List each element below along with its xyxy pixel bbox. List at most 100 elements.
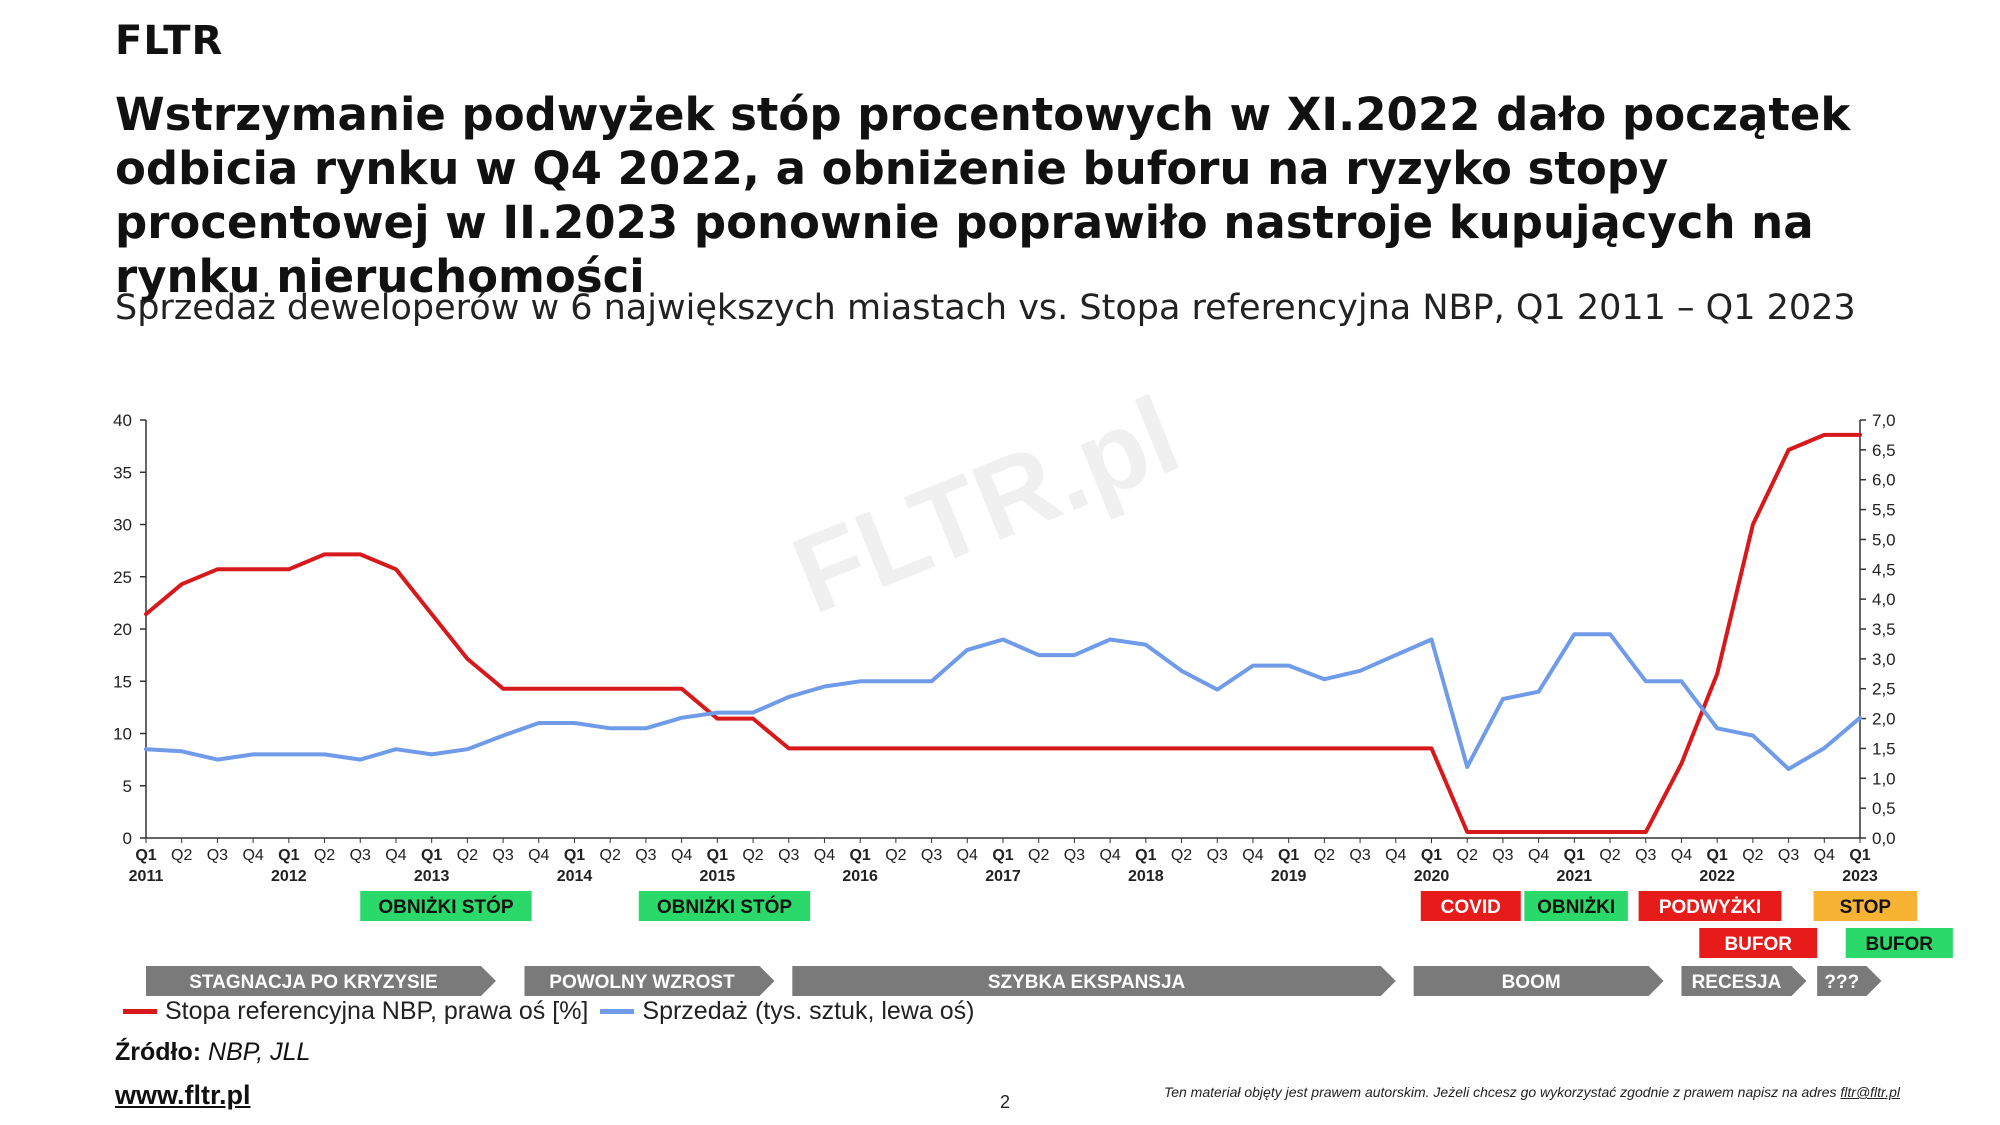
x-year-label: 2016 (842, 868, 878, 885)
x-tick-label: Q1 (707, 847, 728, 864)
x-axis-labels: Q1 2011 Q2 Q3 Q4 Q1 2012 Q2 Q3 Q4 Q1 2013 Q2 Q3 Q4 Q1 20… (129, 838, 1878, 885)
x-tick-label: Q1 (1706, 847, 1727, 864)
email-link[interactable]: fltr@fltr.pl (1840, 1084, 1900, 1100)
event-tag-label: PODWYŻKI (1659, 897, 1761, 918)
x-tick-label: Q4 (1099, 847, 1120, 864)
x-tick-label: Q3 (635, 847, 656, 864)
event-tag-label: BUFOR (1724, 934, 1792, 955)
y-left-tick-label: 35 (113, 463, 132, 482)
x-tick-label: Q2 (1599, 847, 1620, 864)
chart-subtitle: Sprzedaż deweloperów w 6 największych mi… (115, 288, 1856, 328)
chart: FLTR.pl 0 5 10 15 20 25 30 35 40 0,0 0,5 1,0 1,5 2,0 2… (113, 373, 1953, 996)
source-value: NBP, JLL (208, 1038, 311, 1066)
y-right-tick-label: 6,5 (1872, 441, 1896, 460)
x-tick-label: Q4 (671, 847, 692, 864)
phase-arrow (524, 966, 775, 996)
y-right-tick-label: 7,0 (1872, 411, 1896, 430)
x-tick-label: Q1 (1564, 847, 1585, 864)
x-tick-label: Q4 (1814, 847, 1835, 864)
phase-arrow (1817, 966, 1882, 996)
x-tick-label: Q1 (849, 847, 870, 864)
phase-label: POWOLNY WZROST (549, 972, 735, 993)
event-tag-label: STOP (1840, 897, 1892, 918)
x-tick-label: Q2 (457, 847, 478, 864)
y-left-tick-label: 30 (113, 516, 132, 535)
phase-label: BOOM (1502, 972, 1561, 993)
x-year-label: 2018 (1128, 868, 1164, 885)
x-tick-label: Q3 (1778, 847, 1799, 864)
phase-arrow (792, 966, 1396, 996)
x-tick-label: Q1 (135, 847, 156, 864)
y-left-tick-label: 20 (113, 620, 132, 639)
x-tick-label: Q1 (1135, 847, 1156, 864)
x-year-label: 2011 (129, 868, 164, 885)
x-tick-label: Q2 (1171, 847, 1192, 864)
brand-logo: FLTR (115, 18, 224, 64)
phase-arrow (146, 966, 496, 996)
copyright-note: Ten materiał objęty jest prawem autorski… (1164, 1084, 1900, 1100)
event-tag (1638, 891, 1782, 921)
y-left-tick-label: 15 (113, 672, 132, 691)
x-tick-label: Q1 (564, 847, 585, 864)
x-tick-label: Q3 (1207, 847, 1228, 864)
x-tick-label: Q3 (1635, 847, 1656, 864)
event-tag-label: OBNIŻKI (1537, 897, 1615, 918)
y-right-tick-label: 2,0 (1872, 710, 1896, 729)
event-tag-label: COVID (1441, 897, 1501, 918)
phase-label: ??? (1824, 972, 1859, 993)
x-tick-label: Q4 (957, 847, 978, 864)
y-right-tick-label: 4,5 (1872, 560, 1896, 579)
x-year-label: 2017 (985, 868, 1021, 885)
x-tick-label: Q2 (1742, 847, 1763, 864)
event-tag (360, 891, 532, 921)
event-tag-label: OBNIŻKI STÓP (657, 896, 792, 918)
y-right-tick-label: 3,5 (1872, 620, 1896, 639)
phase-arrow (1413, 966, 1664, 996)
y-right-tick-label: 0,0 (1872, 829, 1896, 848)
x-year-label: 2021 (1557, 868, 1593, 885)
phase-arrows: STAGNACJA PO KRYZYSIE POWOLNY WZROST SZYBK… (146, 966, 1882, 996)
x-tick-label: Q1 (1421, 847, 1442, 864)
x-tick-label: Q3 (1349, 847, 1370, 864)
y-right-tick-label: 4,0 (1872, 590, 1896, 609)
x-tick-label: Q4 (1385, 847, 1406, 864)
x-tick-label: Q3 (350, 847, 371, 864)
y-right-tick-label: 1,5 (1872, 739, 1896, 758)
y-right-tick-label: 1,0 (1872, 769, 1896, 788)
x-tick-label: Q2 (1314, 847, 1335, 864)
phase-arrow (1681, 966, 1807, 996)
phase-label: STAGNACJA PO KRYZYSIE (189, 972, 437, 993)
x-tick-label: Q3 (207, 847, 228, 864)
chart-legend: Stopa referencyjna NBP, prawa oś [%] Spr… (123, 997, 986, 1026)
x-tick-label: Q2 (600, 847, 621, 864)
x-tick-label: Q1 (278, 847, 299, 864)
y-right-tick-label: 5,5 (1872, 501, 1896, 520)
x-year-label: 2015 (700, 868, 736, 885)
x-tick-label: Q3 (778, 847, 799, 864)
y-left-tick-label: 0 (123, 829, 132, 848)
x-year-label: 2012 (271, 868, 307, 885)
website-link[interactable]: www.fltr.pl (115, 1080, 251, 1110)
x-tick-label: Q2 (1028, 847, 1049, 864)
legend-label-rate: Stopa referencyjna NBP, prawa oś [%] (165, 997, 589, 1025)
y-right-tick-label: 3,0 (1872, 650, 1896, 669)
x-tick-label: Q2 (314, 847, 335, 864)
x-tick-label: Q1 (421, 847, 442, 864)
x-tick-label: Q2 (885, 847, 906, 864)
y-left-tick-label: 25 (113, 568, 132, 587)
x-tick-label: Q4 (242, 847, 263, 864)
event-tag (1699, 928, 1818, 958)
legend-item-rate: Stopa referencyjna NBP, prawa oś [%] (123, 997, 588, 1026)
x-tick-label: Q2 (1457, 847, 1478, 864)
copyright-text: Ten materiał objęty jest prawem autorski… (1163, 1084, 1837, 1100)
x-tick-label: Q2 (742, 847, 763, 864)
event-tag (1813, 891, 1918, 921)
x-year-label: 2014 (557, 868, 593, 885)
y-right-tick-label: 0,5 (1872, 799, 1896, 818)
x-year-label: 2020 (1414, 868, 1450, 885)
legend-swatch-rate (123, 1009, 157, 1014)
page-title: Wstrzymanie podwyżek stóp procentowych w… (115, 88, 1851, 303)
legend-label-sales: Sprzedaż (tys. sztuk, lewa oś) (642, 997, 975, 1025)
x-tick-label: Q1 (992, 847, 1013, 864)
y-left-tick-label: 5 (123, 777, 132, 796)
